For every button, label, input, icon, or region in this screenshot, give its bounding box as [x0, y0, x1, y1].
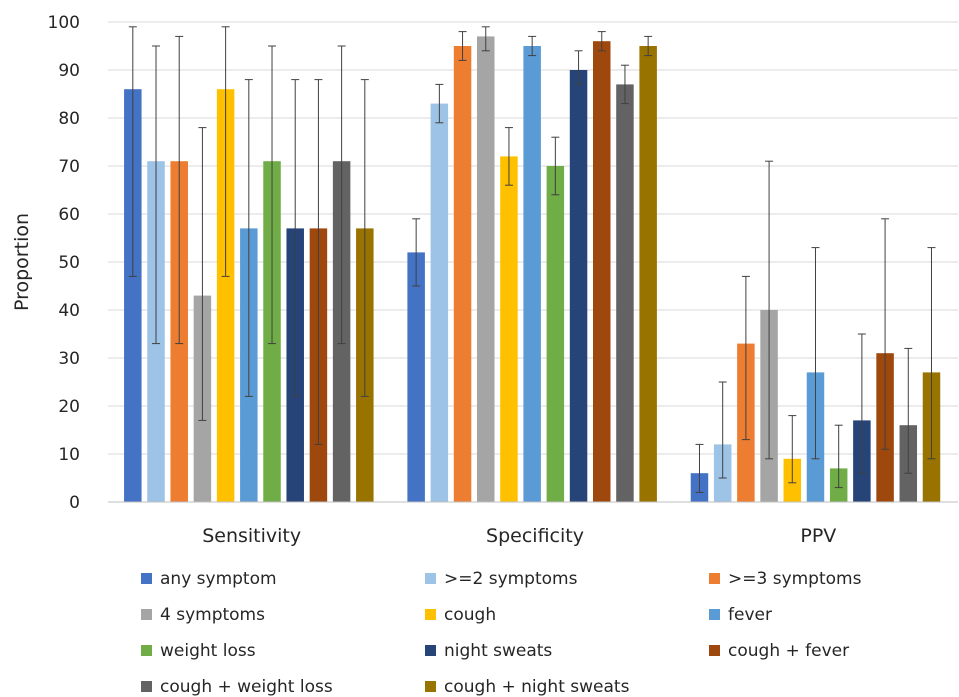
legend-item: cough + fever	[709, 641, 849, 661]
y-tick-label: 70	[58, 157, 80, 177]
x-axis-category-labels: Sensitivity Specificity PPV	[202, 525, 836, 547]
bar	[407, 252, 425, 502]
legend-label: >=3 symptoms	[728, 569, 862, 589]
x-category-label: PPV	[800, 525, 836, 547]
legend-swatch	[425, 573, 436, 584]
y-tick-label: 50	[58, 253, 80, 273]
legend-swatch	[141, 609, 152, 620]
y-tick-label: 100	[48, 13, 80, 33]
bar	[593, 41, 611, 502]
legend-label: 4 symptoms	[160, 605, 265, 625]
bars	[124, 36, 941, 503]
legend-label: >=2 symptoms	[444, 569, 578, 589]
legend-label: cough	[444, 605, 496, 625]
legend-label: cough + weight loss	[160, 677, 333, 697]
legend: any symptom >=2 symptoms >=3 symptoms 4 sym…	[141, 569, 862, 697]
legend-item: cough + night sweats	[425, 677, 630, 697]
y-axis-title: Proportion	[11, 213, 33, 311]
bar	[569, 70, 588, 502]
legend-label: cough + fever	[728, 641, 849, 661]
bar	[500, 156, 518, 502]
legend-item: >=2 symptoms	[425, 569, 578, 589]
bar	[124, 89, 142, 502]
bar	[430, 103, 449, 502]
x-category-label: Sensitivity	[202, 525, 301, 547]
legend-item: cough + weight loss	[141, 677, 333, 697]
legend-item: fever	[709, 605, 772, 625]
bar	[616, 84, 634, 503]
legend-item: cough	[425, 605, 496, 625]
legend-item: any symptom	[141, 569, 277, 589]
legend-swatch	[425, 645, 436, 656]
y-tick-label: 30	[58, 349, 80, 369]
legend-swatch	[709, 573, 720, 584]
bar	[523, 46, 541, 502]
y-tick-label: 20	[58, 397, 80, 417]
bar	[477, 36, 495, 503]
legend-swatch	[425, 609, 436, 620]
y-tick-label: 90	[58, 61, 80, 81]
legend-item: night sweats	[425, 641, 552, 661]
bar	[216, 89, 235, 502]
legend-item: >=3 symptoms	[709, 569, 862, 589]
error-bars	[128, 26, 936, 493]
legend-label: night sweats	[444, 641, 552, 661]
x-category-label: Specificity	[486, 525, 584, 547]
y-tick-label: 80	[58, 109, 80, 129]
y-tick-label: 10	[58, 445, 80, 465]
legend-label: any symptom	[160, 569, 277, 589]
legend-swatch	[141, 645, 152, 656]
legend-swatch	[141, 573, 152, 584]
bar	[453, 46, 472, 502]
y-tick-label: 60	[58, 205, 80, 225]
legend-label: fever	[728, 605, 772, 625]
legend-item: 4 symptoms	[141, 605, 265, 625]
legend-swatch	[141, 681, 152, 692]
legend-label: cough + night sweats	[444, 677, 630, 697]
legend-item: weight loss	[141, 641, 256, 661]
bar	[639, 46, 657, 502]
legend-swatch	[425, 681, 436, 692]
y-axis-tick-labels: 0 10 20 30 40 50 60 70 80 90 100	[48, 13, 80, 513]
legend-label: weight loss	[160, 641, 256, 661]
y-tick-label: 0	[69, 493, 80, 513]
y-tick-label: 40	[58, 301, 80, 321]
bar	[546, 166, 565, 502]
legend-swatch	[709, 645, 720, 656]
legend-swatch	[709, 609, 720, 620]
